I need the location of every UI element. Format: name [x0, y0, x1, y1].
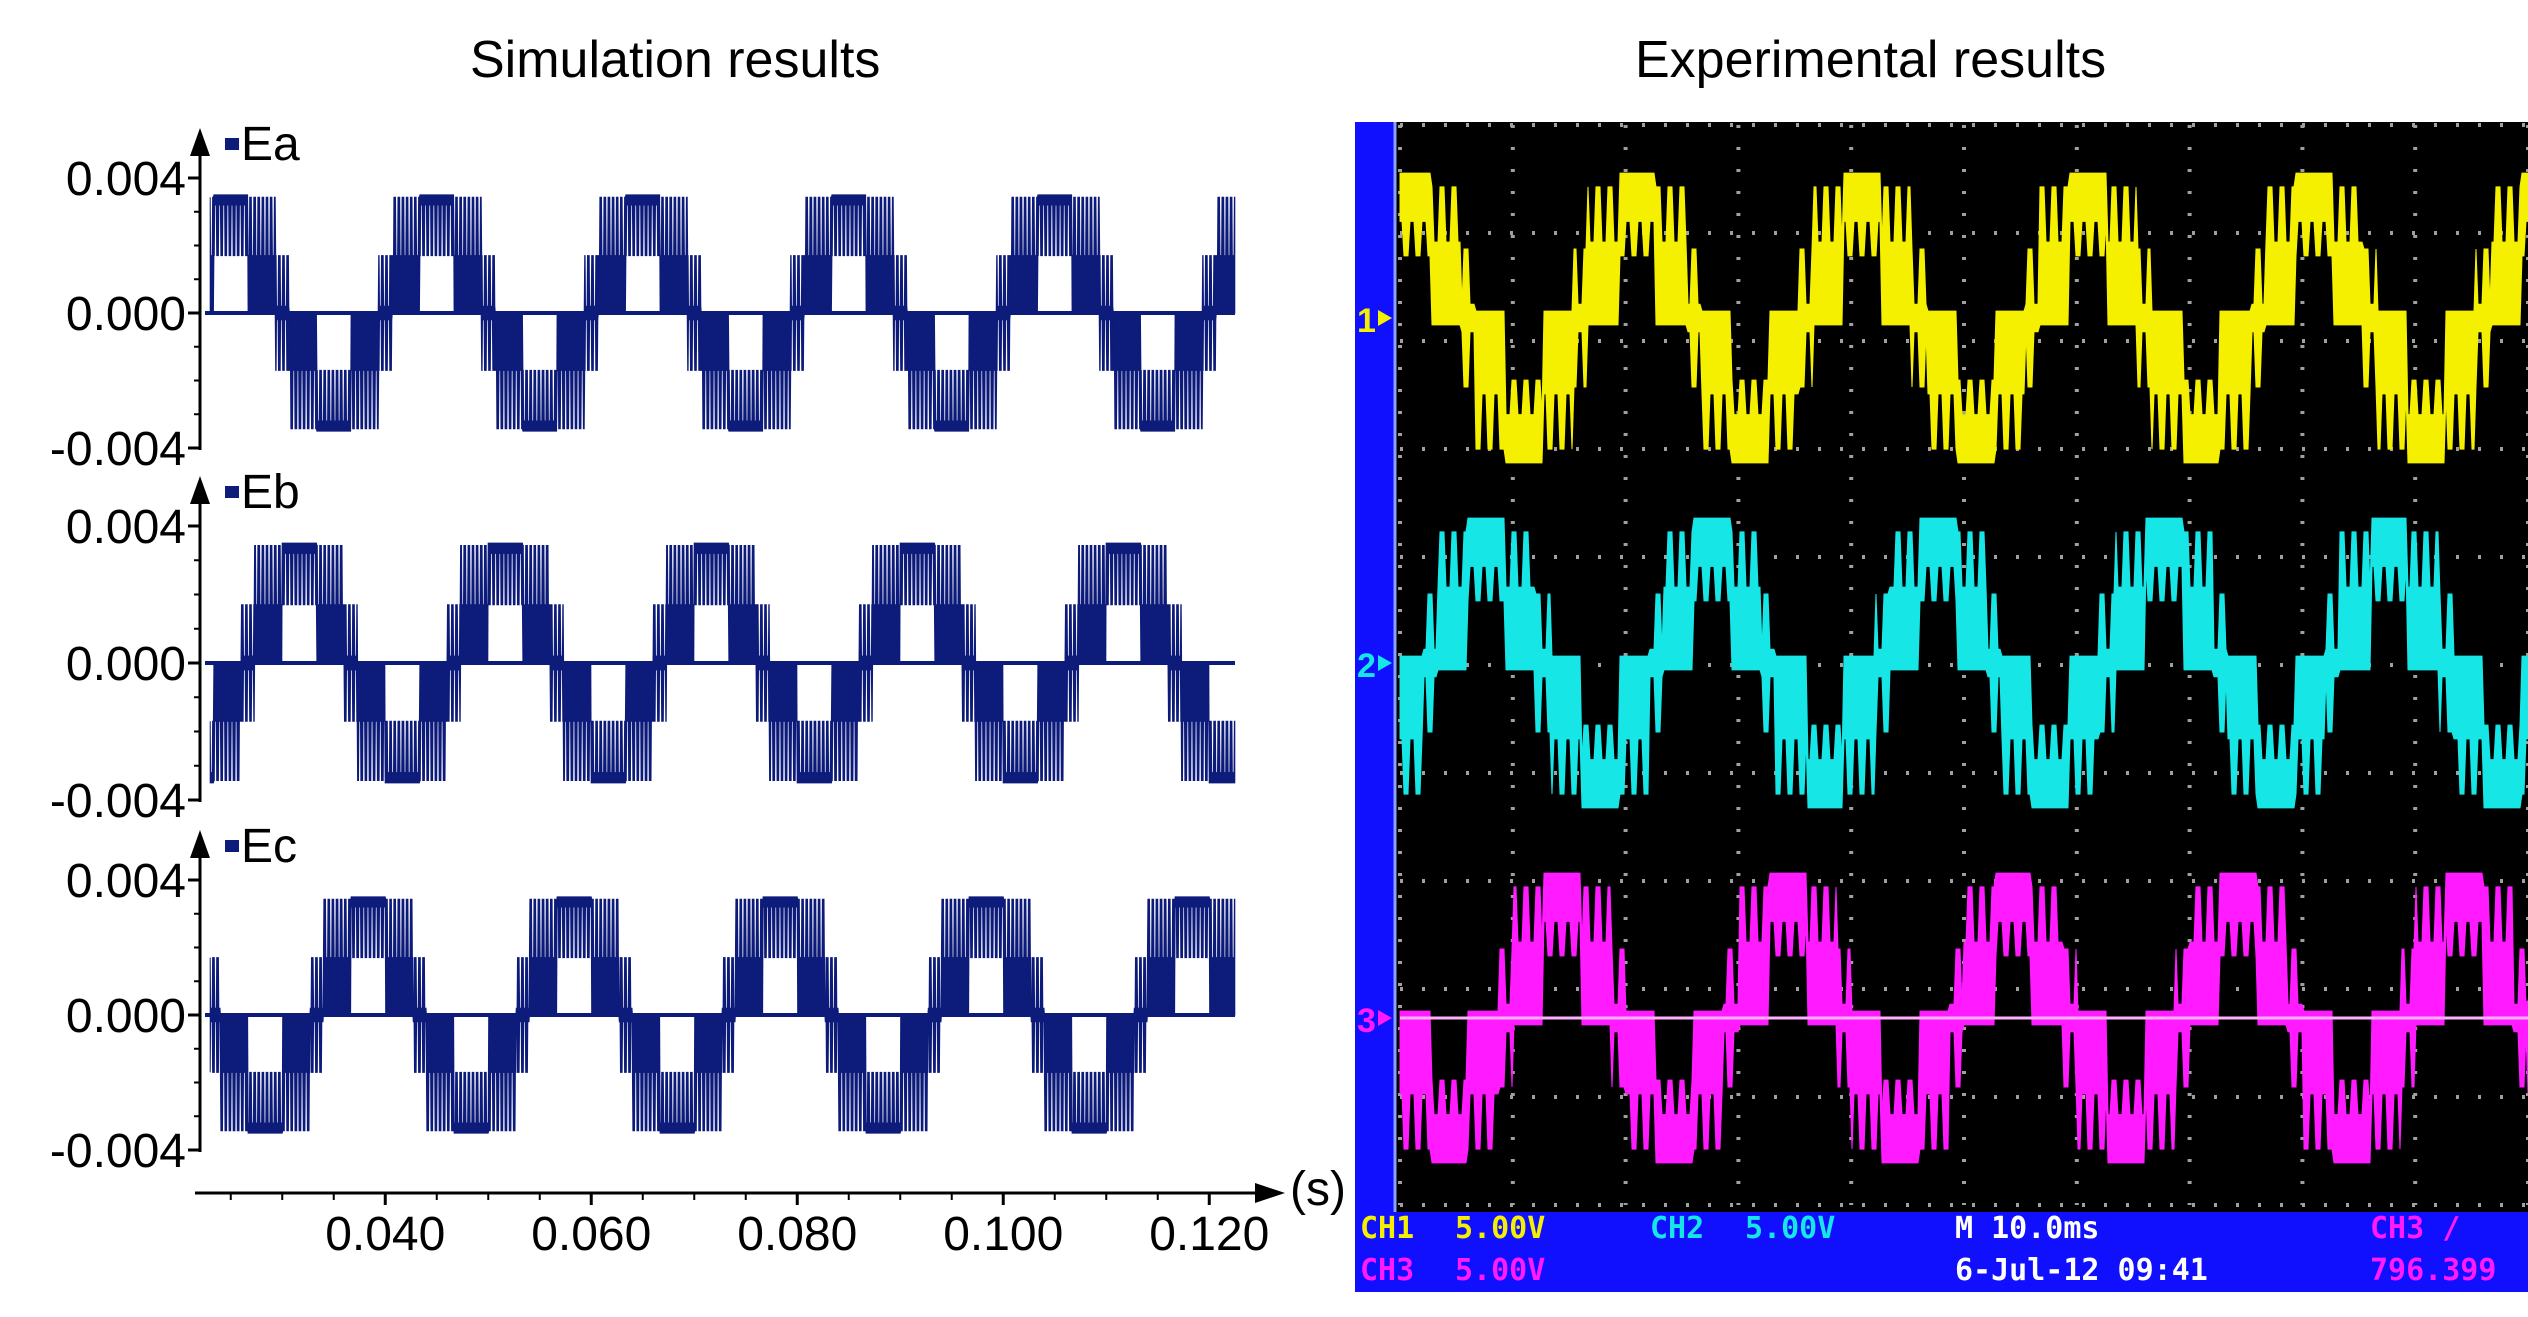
legend-label-ec: Ec	[241, 820, 297, 873]
osc-trace-ch2: 2	[1357, 517, 2528, 809]
legend-swatch	[225, 840, 239, 852]
status-ch3: CH3	[1360, 1253, 1414, 1288]
x-tick-label: 0.100	[943, 1208, 1063, 1261]
trace-body	[1399, 172, 2528, 464]
y-axis-arrow	[190, 476, 210, 504]
x-tick-label: 0.060	[531, 1208, 651, 1261]
subplot-ec: 0.004 0.000 -0.004 Ec	[50, 820, 1236, 1178]
legend-swatch	[225, 138, 239, 150]
channel-marker-1: 1	[1357, 302, 1376, 340]
y-tick-label: 0.004	[66, 501, 186, 554]
experimental-title: Experimental results	[1635, 31, 2107, 89]
status-ch2: CH2	[1650, 1211, 1704, 1246]
y-tick-label: 0.000	[66, 638, 186, 691]
legend-label-ea: Ea	[241, 118, 300, 171]
x-axis-label: (s)	[1290, 1163, 1346, 1216]
y-tick-label: -0.004	[50, 423, 186, 476]
subplot-ea: 0.004 0.000 -0.004 Ea	[50, 118, 1236, 476]
status-trigger: CH3 ∕	[2370, 1211, 2460, 1246]
x-axis-arrow	[1255, 1183, 1285, 1203]
status-frequency: 796.399	[2370, 1253, 2496, 1288]
y-tick-label: 0.000	[66, 990, 186, 1043]
oscilloscope-screen: 1 2 3 CH1 5.00V CH2 5.00V M 10.0ms CH3 ∕ CH3 5.00V…	[1355, 122, 2528, 1292]
y-tick-label: -0.004	[50, 1125, 186, 1178]
trace-body	[1399, 517, 2528, 809]
status-timebase: M 10.0ms	[1955, 1211, 2100, 1246]
status-datetime: 6-Jul-12 09:41	[1955, 1253, 2208, 1288]
osc-trace-ch1: 1	[1357, 172, 2528, 464]
y-axis-arrow	[190, 830, 210, 858]
y-tick-label: 0.004	[66, 855, 186, 908]
x-tick-label: 0.080	[737, 1208, 857, 1261]
simulation-chart: 0.0040.000-0.004Ea0.0040.000-0.004Eb0.00…	[50, 118, 1346, 1261]
channel-marker-arrow	[1378, 655, 1392, 671]
simulation-title: Simulation results	[470, 31, 881, 89]
x-tick-label: 0.040	[325, 1208, 445, 1261]
y-tick-label: 0.000	[66, 288, 186, 341]
y-tick-label: 0.004	[66, 153, 186, 206]
channel-marker-arrow	[1378, 1010, 1392, 1026]
status-ch3-scale: 5.00V	[1455, 1253, 1545, 1288]
status-ch1: CH1	[1360, 1211, 1414, 1246]
legend-label-eb: Eb	[241, 466, 300, 519]
channel-marker-arrow	[1378, 310, 1392, 326]
x-tick-label: 0.120	[1149, 1208, 1269, 1261]
x-axis: 0.040 0.060 0.080 0.100 0.120 (s)	[195, 1163, 1346, 1261]
status-ch2-scale: 5.00V	[1745, 1211, 1835, 1246]
osc-status-bar: CH1 5.00V CH2 5.00V M 10.0ms CH3 ∕ CH3 5.00V 6-J…	[1360, 1211, 2496, 1288]
subplot-eb: 0.004 0.000 -0.004 Eb	[50, 466, 1236, 828]
legend-swatch	[225, 486, 239, 498]
channel-marker-2: 2	[1357, 647, 1376, 685]
y-tick-label: -0.004	[50, 775, 186, 828]
status-ch1-scale: 5.00V	[1455, 1211, 1545, 1246]
channel-marker-3: 3	[1357, 1002, 1376, 1040]
waveform-eb	[209, 542, 1236, 784]
y-axis-arrow	[190, 128, 210, 156]
